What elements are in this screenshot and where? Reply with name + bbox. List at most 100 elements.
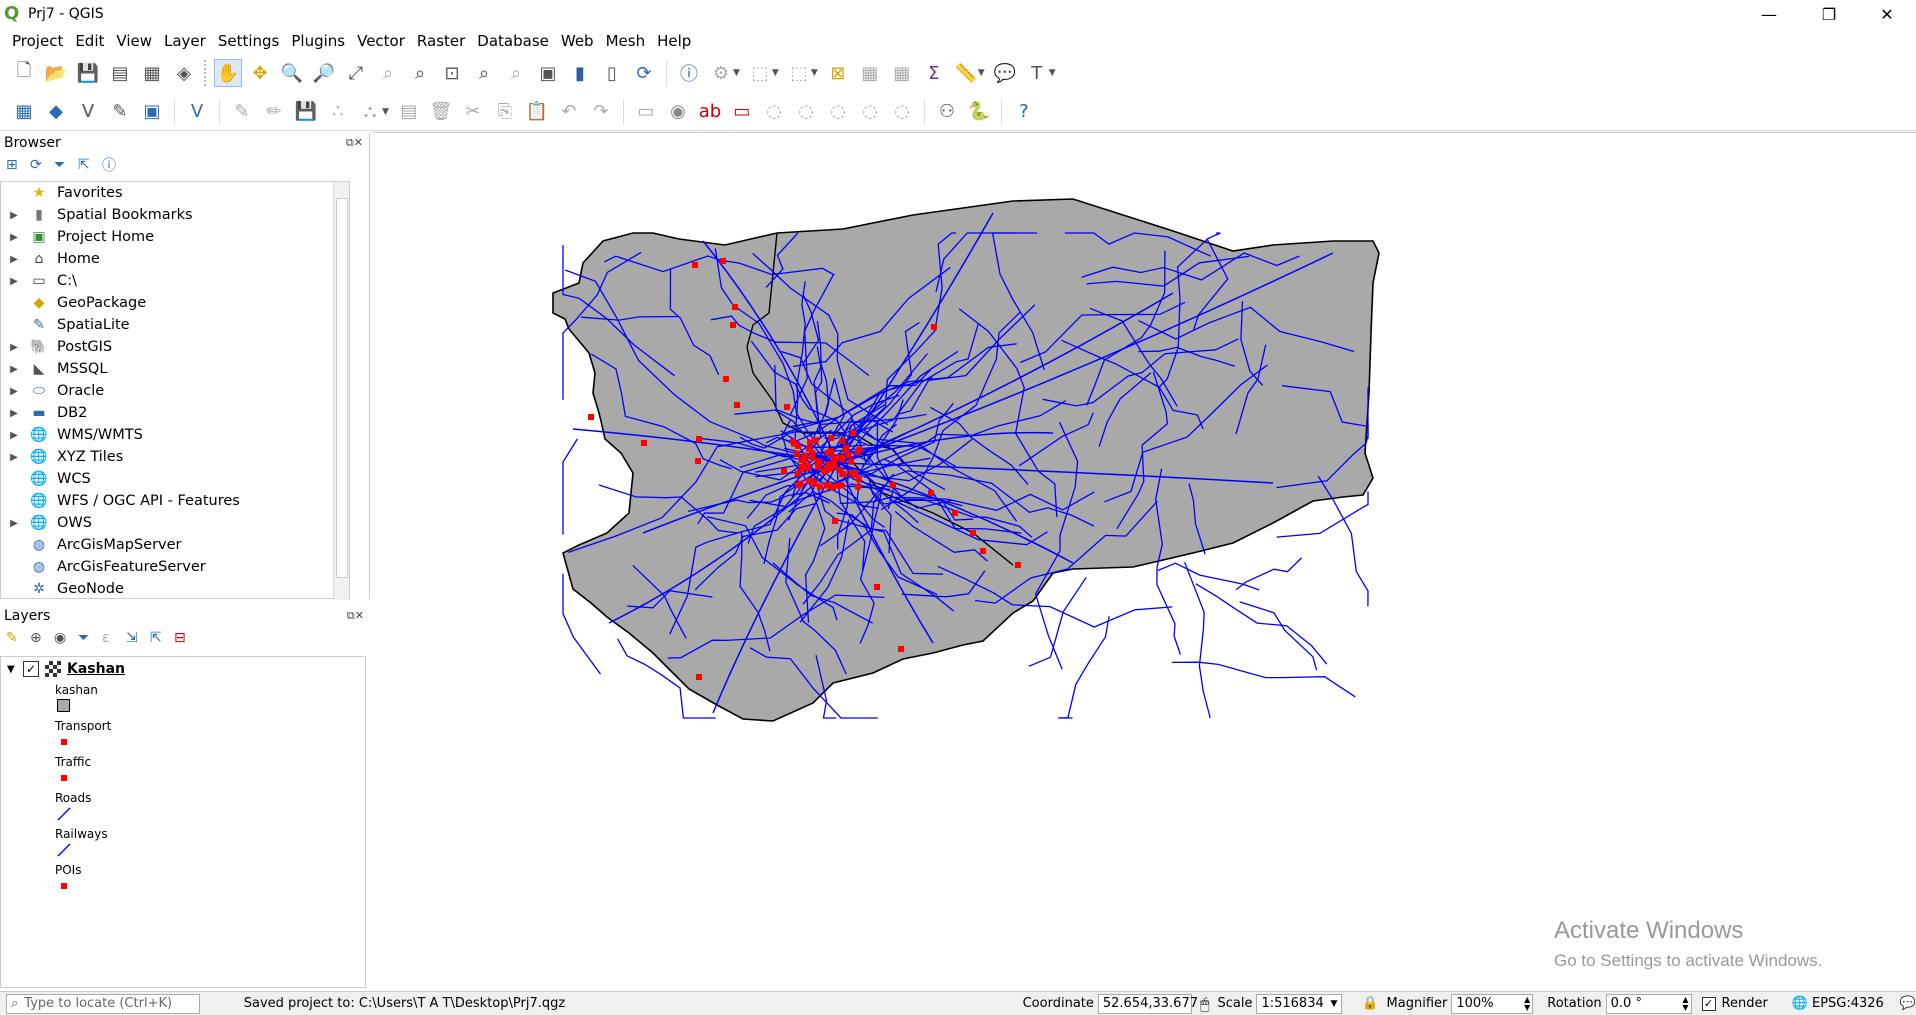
map-canvas[interactable] — [373, 132, 1916, 988]
browser-item[interactable]: ◍ ArcGisFeatureServer — [1, 556, 349, 578]
panel-float-close-icon[interactable]: ⧉✕ — [345, 136, 363, 149]
chevron-right-icon[interactable]: ▶ — [10, 363, 18, 375]
manage-map-themes-icon[interactable]: ◉ — [54, 630, 67, 646]
menu-settings[interactable]: Settings — [217, 32, 280, 50]
modify-attributes-icon[interactable]: ▤ — [400, 101, 418, 122]
browser-item[interactable]: ★ Favorites — [1, 182, 349, 204]
copy-features-icon[interactable]: ⎘ — [497, 101, 513, 122]
browser-item[interactable]: 🌐 WFS / OGC API - Features — [1, 490, 349, 512]
toggle-editing-icon[interactable]: ✏ — [266, 101, 282, 122]
render-checkbox[interactable]: ✓ — [1701, 996, 1716, 1011]
show-bookmarks-icon[interactable]: ▯ — [607, 62, 617, 84]
new-temporary-layer-icon[interactable]: ▣ — [143, 101, 161, 122]
undo-icon[interactable]: ↶ — [561, 101, 577, 122]
move-label-icon[interactable]: ◌ — [830, 101, 846, 122]
zoom-to-selection-icon[interactable]: ⌕ — [382, 62, 394, 84]
browser-item[interactable]: ▶ ⬭ Oracle — [1, 380, 349, 402]
browser-scrollbar[interactable] — [333, 182, 349, 600]
label-tool-icon[interactable]: ▭ — [637, 101, 655, 122]
lock-scale-icon[interactable]: 🔒 — [1362, 996, 1379, 1011]
layer-visibility-checkbox[interactable]: ✓ — [23, 661, 39, 677]
spin-arrows-icon[interactable]: ▲ ▼ — [1682, 994, 1689, 1012]
collapse-all-icon[interactable]: ⇱ — [150, 630, 162, 646]
messages-icon[interactable]: 💬 — [1899, 996, 1916, 1011]
menu-layer[interactable]: Layer — [164, 32, 206, 50]
identify-features-icon[interactable]: ⓘ — [680, 64, 698, 85]
browser-item[interactable]: ▶ ▣ Project Home — [1, 226, 349, 248]
info-icon[interactable]: ⓘ — [102, 158, 116, 174]
browser-item[interactable]: ▶ 🐘 PostGIS — [1, 336, 349, 358]
browser-item[interactable]: ▶ ⌂ Home — [1, 248, 349, 270]
open-project-icon[interactable]: 📂 — [44, 62, 68, 84]
chevron-right-icon[interactable]: ▶ — [10, 253, 18, 265]
new-project-icon[interactable]: 🗋 — [16, 60, 32, 81]
chevron-right-icon[interactable]: ▶ — [10, 385, 18, 397]
menu-view[interactable]: View — [116, 32, 152, 50]
chevron-right-icon[interactable]: ▶ — [10, 517, 18, 529]
menu-help[interactable]: Help — [657, 32, 692, 50]
layout-manager-icon[interactable]: ▦ — [143, 62, 161, 84]
coordinate-input[interactable]: 52.654,33.677 — [1097, 993, 1198, 1014]
chevron-down-icon[interactable]: ▼ — [1048, 68, 1056, 78]
save-edits-icon[interactable]: 💾 — [294, 101, 318, 122]
chevron-right-icon[interactable]: ▶ — [10, 341, 18, 353]
menu-raster[interactable]: Raster — [416, 32, 466, 50]
refresh-icon[interactable]: ⟳ — [636, 62, 652, 84]
add-group-icon[interactable]: ⊕ — [30, 630, 42, 646]
delete-selected-icon[interactable]: 🗑 — [429, 101, 453, 122]
crs-label[interactable]: EPSG:4326 — [1811, 996, 1884, 1011]
legend-label[interactable]: Railways — [55, 827, 108, 841]
paste-features-icon[interactable]: 📋 — [525, 101, 549, 122]
menu-edit[interactable]: Edit — [75, 32, 105, 50]
browser-item[interactable]: ▶ ▬ DB2 — [1, 402, 349, 424]
open-styling-icon[interactable]: ✎ — [6, 630, 18, 646]
magnifier-spinbox[interactable]: 100% ▲ ▼ — [1451, 993, 1534, 1014]
redo-icon[interactable]: ↷ — [593, 101, 609, 122]
maximize-button[interactable]: ❐ — [1821, 4, 1837, 24]
chevron-right-icon[interactable]: ▶ — [10, 231, 18, 243]
chevron-down-icon[interactable]: ▼ — [7, 663, 15, 675]
scrollbar-thumb[interactable] — [336, 198, 348, 578]
chevron-down-icon[interactable]: ▼ — [810, 68, 818, 78]
scale-combobox[interactable]: 1:516834 ▼ — [1256, 993, 1343, 1014]
legend-label[interactable]: Traffic — [55, 755, 92, 769]
select-by-value-icon[interactable]: ⬚ — [790, 62, 808, 84]
browser-item[interactable]: ▶ ▮ Spatial Bookmarks — [1, 204, 349, 226]
browser-item[interactable]: ▶ 🌐 OWS — [1, 512, 349, 534]
zoom-full-icon[interactable]: ⤢ — [348, 62, 364, 84]
chevron-down-icon[interactable]: ▼ — [1330, 998, 1338, 1009]
chevron-right-icon[interactable]: ▶ — [10, 407, 18, 419]
zoom-out-icon[interactable]: 🔎 — [312, 62, 336, 84]
attribute-table-icon[interactable]: ▦ — [861, 62, 879, 84]
add-selected-layers-icon[interactable]: ⊞ — [6, 157, 18, 173]
current-edits-icon[interactable]: ✎ — [234, 101, 250, 122]
chevron-down-icon[interactable]: ▼ — [771, 68, 779, 78]
legend-label[interactable]: Roads — [55, 791, 92, 805]
show-hide-labels-icon[interactable]: ◌ — [798, 101, 814, 122]
legend-label[interactable]: POIs — [55, 863, 82, 877]
menu-mesh[interactable]: Mesh — [605, 32, 646, 50]
close-button[interactable]: ✕ — [1880, 4, 1894, 24]
menu-project[interactable]: Project — [12, 32, 64, 50]
save-project-icon[interactable]: 💾 — [76, 62, 100, 84]
new-virtual-layer-icon[interactable]: V — [190, 101, 204, 122]
chevron-down-icon[interactable]: ▼ — [977, 68, 985, 78]
zoom-next-icon[interactable]: ⌕ — [510, 62, 522, 84]
refresh-icon[interactable]: ⟳ — [30, 157, 42, 173]
cut-features-icon[interactable]: ✂ — [465, 101, 481, 122]
vertex-tool-icon[interactable]: ⛬ — [363, 101, 377, 122]
add-feature-icon[interactable]: ∴ — [332, 101, 344, 122]
new-shapefile-layer-icon[interactable]: V — [81, 101, 95, 122]
zoom-native-icon[interactable]: ⊡ — [444, 62, 460, 84]
menu-plugins[interactable]: Plugins — [291, 32, 346, 50]
map-tips-icon[interactable]: 💬 — [993, 62, 1016, 84]
zoom-to-layer-icon[interactable]: ⌕ — [414, 62, 426, 84]
select-features-icon[interactable]: ⬚ — [751, 62, 769, 84]
change-label-icon[interactable]: ◌ — [894, 101, 910, 122]
spin-arrows-icon[interactable]: ▲ ▼ — [1524, 994, 1531, 1012]
chevron-right-icon[interactable]: ▶ — [10, 275, 18, 287]
measure-line-icon[interactable]: 📏 — [954, 62, 977, 84]
statistics-icon[interactable]: Σ — [928, 62, 940, 84]
help-icon[interactable]: ? — [1019, 101, 1029, 122]
python-console-icon[interactable]: 🐍 — [967, 101, 991, 122]
